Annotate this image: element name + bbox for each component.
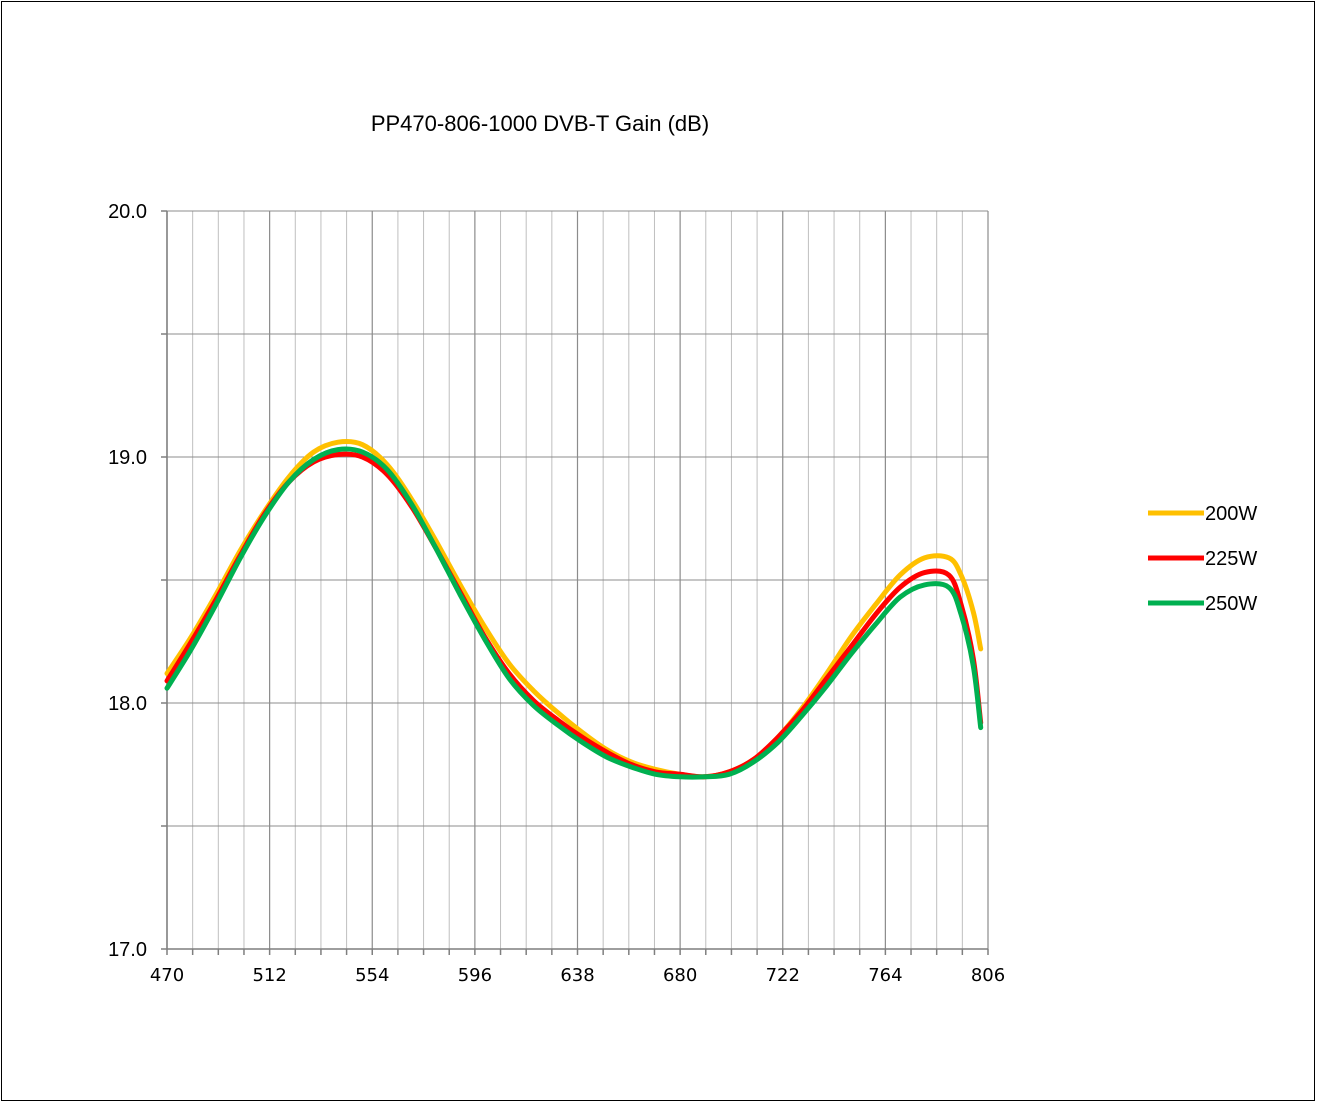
legend-label-200W: 200W [1205,503,1257,525]
series-line-250W [164,446,984,780]
y-tick-label: 18.0 [108,693,147,715]
gridlines [166,210,989,950]
x-tick-label: 806 [971,965,1005,986]
x-tick-label: 722 [766,965,800,986]
x-tick-label: 512 [252,965,286,986]
x-tick-label: 638 [560,965,594,986]
y-tick-labels: 17.0 18.0 19.0 20.0 [108,201,147,961]
y-tick-label: 19.0 [108,447,147,469]
series-line-200W [164,438,984,780]
x-tick-label: 470 [150,965,184,986]
legend-label-250W: 250W [1205,593,1257,615]
y-tick-label: 20.0 [108,201,147,223]
x-tick-labels: 470 512 554 596 638 680 722 764 806 [150,965,1005,986]
x-tick-label: 764 [868,965,902,986]
legend-label-225W: 225W [1205,548,1257,570]
legend: 200W 225W 250W [1148,503,1257,615]
x-tick-label: 596 [458,965,492,986]
x-tick-label: 554 [355,965,389,986]
x-tick-label: 680 [663,965,697,986]
axes [161,210,989,955]
y-tick-label: 17.0 [108,939,147,961]
chart-title: PP470-806-1000 DVB-T Gain (dB) [371,111,709,136]
series-lines [164,438,984,780]
